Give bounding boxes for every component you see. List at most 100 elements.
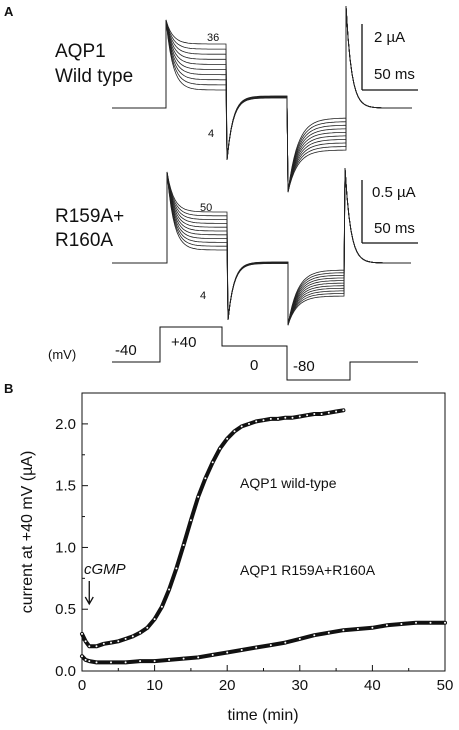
wild-type-point — [138, 630, 142, 635]
wild-type-point — [203, 476, 208, 481]
r159a-r160a-point — [181, 656, 186, 661]
r159a-r160a-point — [196, 655, 201, 660]
y-tick-label: 0.5 — [55, 601, 76, 618]
series-r159a-r160a-points — [80, 620, 447, 665]
wild-type-point — [167, 587, 171, 592]
wild-type-point — [247, 422, 251, 426]
wild-type-point — [181, 543, 186, 547]
r159a-r160a-point — [80, 654, 84, 658]
r159a-r160a-point — [152, 659, 157, 663]
row1-traces — [112, 5, 412, 193]
x-tick-label: 40 — [364, 677, 381, 694]
current-trace — [112, 5, 412, 193]
wild-type-point — [254, 419, 259, 424]
r159a-r160a-point — [370, 625, 375, 630]
x-tick-label: 20 — [219, 677, 236, 694]
series-wild-type-points — [80, 408, 346, 649]
x-tick-label: 10 — [146, 677, 163, 694]
x-ticks: 0 10 20 30 40 50 — [78, 665, 454, 694]
panel-b-letter: B — [4, 381, 13, 396]
wild-type-trace — [80, 408, 346, 649]
current-trace — [112, 5, 412, 193]
r159a-r160a-point — [399, 622, 404, 626]
protocol-step-1: -40 — [115, 342, 137, 359]
r159a-r160a-point — [326, 630, 331, 635]
wild-type-point — [341, 408, 346, 413]
current-trace — [112, 167, 411, 326]
r159a-r160a-point — [428, 620, 433, 625]
plot-b-axes — [81, 392, 446, 672]
wild-type-point — [83, 639, 88, 644]
protocol-step-2: +40 — [171, 334, 196, 351]
wild-type-point — [326, 410, 331, 415]
row1-label-line1: AQP1 — [55, 41, 106, 62]
row2-count-top: 50 — [200, 202, 212, 214]
current-trace — [112, 167, 411, 326]
r159a-r160a-point — [254, 645, 259, 650]
row2-count-bottom: 4 — [200, 290, 206, 302]
wild-type-point — [145, 625, 150, 630]
wild-type-point — [232, 429, 237, 434]
cgmp-annotation: cGMP — [84, 561, 126, 578]
r159a-r160a-point — [87, 659, 92, 663]
current-trace — [112, 167, 411, 326]
current-trace — [112, 167, 411, 326]
series-label-r159a-r160a: AQP1 R159A+R160A — [240, 562, 376, 578]
current-trace — [112, 167, 411, 326]
wild-type-point — [80, 632, 84, 636]
r159a-r160a-point — [83, 658, 88, 662]
current-trace — [112, 167, 411, 326]
current-trace — [112, 5, 412, 193]
r159a-r160a-point — [283, 640, 288, 645]
r159a-r160a-point — [138, 659, 142, 663]
panel-a-letter: A — [4, 4, 14, 19]
r159a-r160a-point — [443, 620, 447, 625]
r159a-r160a-point — [109, 660, 113, 665]
wild-type-point — [312, 412, 317, 416]
wild-type-point — [87, 644, 92, 649]
y-tick-label: 1.5 — [55, 478, 76, 495]
current-trace — [112, 167, 411, 326]
protocol-step-4: -80 — [293, 358, 315, 375]
wild-type-point — [196, 494, 201, 499]
x-axis-label: time (min) — [227, 707, 298, 724]
y-tick-label: 0.0 — [55, 663, 76, 680]
r159a-r160a-point — [94, 660, 99, 665]
current-trace — [112, 167, 411, 326]
row1-count-bottom: 4 — [208, 128, 214, 140]
plot-b-frame — [81, 392, 446, 672]
current-trace — [112, 5, 412, 193]
r159a-r160a-point — [210, 653, 215, 657]
wild-type-point — [319, 412, 324, 416]
wild-type-point — [152, 617, 157, 621]
wild-type-point — [131, 634, 135, 639]
y-ticks: 0.0 0.5 1.0 1.5 2.0 — [55, 416, 88, 680]
wild-type-point — [268, 417, 273, 421]
current-trace — [112, 5, 412, 193]
r159a-r160a-point — [239, 648, 244, 652]
r159a-r160a-point — [312, 633, 317, 637]
current-trace — [112, 167, 411, 326]
r159a-r160a-point — [268, 643, 273, 647]
wild-type-point — [334, 409, 338, 414]
wild-type-point — [239, 424, 244, 429]
x-tick-label: 30 — [291, 677, 308, 694]
current-trace — [112, 167, 411, 326]
row1-count-top: 36 — [207, 32, 219, 44]
x-tick-label: 50 — [437, 677, 454, 694]
r159a-r160a-point — [123, 660, 128, 665]
current-trace — [112, 5, 412, 193]
y-axis-label: current at +40 mV (µA) — [19, 451, 36, 614]
row2-traces — [112, 167, 411, 326]
current-trace — [112, 5, 412, 193]
wild-type-point — [305, 413, 309, 418]
r159a-r160a-point — [297, 637, 302, 641]
wild-type-point — [261, 418, 266, 423]
x-tick-label: 0 — [78, 677, 86, 694]
current-trace — [112, 5, 412, 193]
r159a-r160a-point — [414, 620, 418, 625]
r159a-r160a-trace — [80, 620, 447, 665]
y-tick-label: 2.0 — [55, 416, 76, 433]
y-tick-label: 1.0 — [55, 539, 76, 556]
